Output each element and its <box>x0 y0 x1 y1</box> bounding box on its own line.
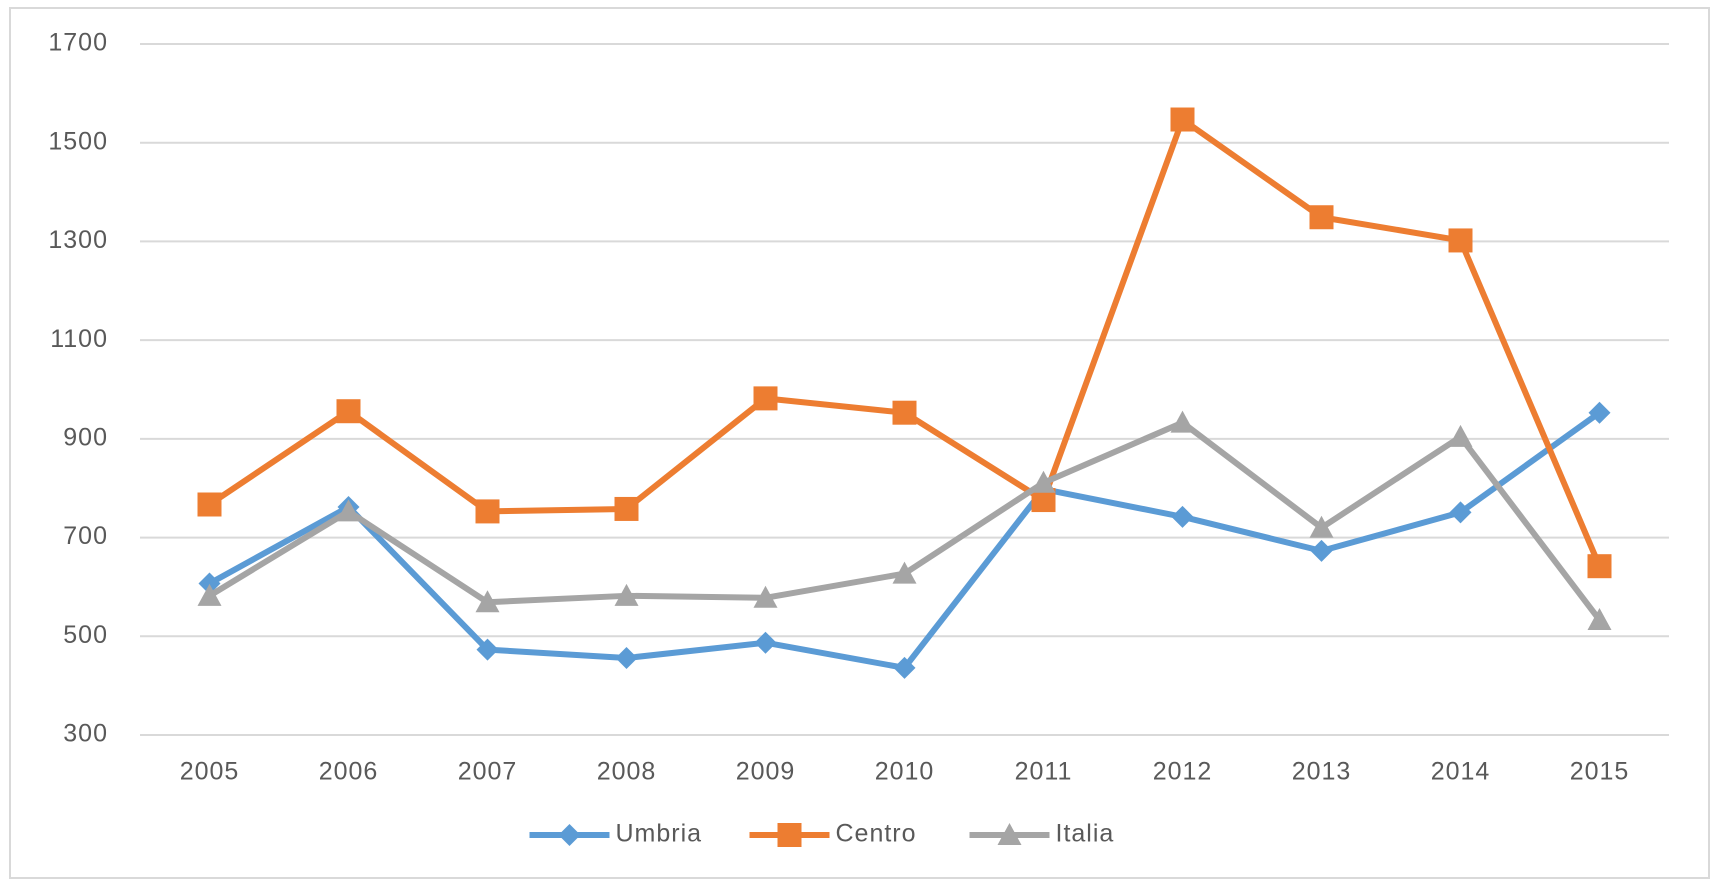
square-marker <box>197 492 222 517</box>
square-marker <box>1309 205 1334 230</box>
diamond-marker <box>893 656 916 679</box>
triangle-marker <box>1170 410 1195 433</box>
square-marker <box>1170 107 1195 132</box>
square-marker <box>614 496 639 521</box>
y-tick-label: 700 <box>63 522 108 550</box>
x-tick-label: 2013 <box>1292 758 1352 786</box>
y-tick-label: 300 <box>63 720 108 748</box>
x-tick-label: 2012 <box>1153 758 1213 786</box>
triangle-marker <box>1309 515 1334 538</box>
legend-item: Centro <box>749 820 917 848</box>
y-tick-label: 1300 <box>48 226 108 254</box>
square-marker <box>1448 228 1473 253</box>
triangle-marker <box>997 823 1022 845</box>
x-tick-label: 2008 <box>597 758 657 786</box>
chart-border <box>9 7 1710 879</box>
square-marker <box>475 499 500 524</box>
x-tick-label: 2014 <box>1431 758 1491 786</box>
x-tick-label: 2007 <box>458 758 518 786</box>
y-tick-label: 900 <box>63 423 108 451</box>
square-marker <box>336 399 361 424</box>
triangle-marker <box>1031 470 1056 493</box>
y-tick-label: 1100 <box>50 325 108 353</box>
diamond-marker <box>1449 501 1472 524</box>
triangle-marker <box>892 561 917 584</box>
triangle-marker <box>614 583 639 606</box>
y-tick-label: 500 <box>63 621 108 649</box>
triangle-marker <box>1587 607 1612 630</box>
diamond-marker <box>476 638 499 661</box>
triangle-marker <box>197 583 222 606</box>
diamond-marker <box>615 647 638 670</box>
triangle-marker <box>753 585 778 608</box>
diamond-marker <box>1310 539 1333 562</box>
y-tick-label: 1700 <box>48 29 108 57</box>
square-marker <box>753 386 778 411</box>
diamond-marker <box>1588 401 1611 424</box>
square-marker <box>1587 554 1612 579</box>
square-marker <box>777 823 802 847</box>
x-tick-label: 2006 <box>319 758 379 786</box>
triangle-marker <box>1448 424 1473 447</box>
x-tick-label: 2005 <box>180 758 240 786</box>
legend-item: Umbria <box>529 820 703 848</box>
x-tick-label: 2015 <box>1570 758 1630 786</box>
square-marker <box>892 400 917 425</box>
x-tick-label: 2010 <box>875 758 935 786</box>
legend-label: Italia <box>1056 820 1115 848</box>
diamond-marker <box>754 631 777 654</box>
series <box>197 410 1612 630</box>
legend-item: Italia <box>969 820 1115 848</box>
x-tick-label: 2011 <box>1015 758 1073 786</box>
legend-label: Umbria <box>616 820 703 848</box>
triangle-marker <box>336 499 361 522</box>
legend-label: Centro <box>836 820 917 848</box>
triangle-marker <box>475 590 500 613</box>
y-tick-label: 1500 <box>48 127 108 155</box>
diamond-marker <box>558 824 581 846</box>
x-tick-label: 2009 <box>736 758 796 786</box>
diamond-marker <box>1171 505 1194 528</box>
